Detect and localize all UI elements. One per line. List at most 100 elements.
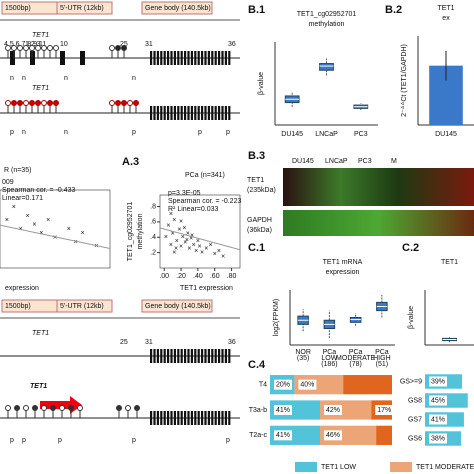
cpg — [116, 405, 122, 411]
exon — [163, 106, 166, 120]
exon — [190, 411, 193, 425]
point: × — [189, 236, 193, 243]
y-tick-label: .2 — [150, 249, 156, 256]
y-tick-label: .4 — [150, 234, 156, 241]
exon — [173, 51, 176, 65]
point: × — [177, 226, 181, 233]
y-axis-label: TET1_cg02952701 — [127, 202, 134, 262]
exon — [221, 349, 224, 363]
bar-segment — [343, 375, 392, 395]
stat-label: 009 — [2, 179, 14, 186]
point: × — [194, 248, 198, 255]
y-tick-label: GS7 — [408, 416, 422, 423]
point: × — [179, 219, 183, 226]
status-label: p — [132, 129, 136, 136]
point: × — [185, 237, 189, 244]
panel-label: C.1 — [248, 242, 265, 254]
cpg — [127, 100, 133, 106]
point: × — [192, 242, 196, 249]
exon — [167, 51, 170, 65]
stat-label: Spearman cor. = -0.223 — [168, 198, 241, 205]
blot-row-label: GAPDH — [247, 217, 272, 224]
segment-label: 5'-UTR (12kb) — [60, 303, 104, 310]
exon — [201, 51, 204, 65]
segment-label: Gene body (140.5kb) — [145, 303, 211, 310]
point: × — [74, 239, 78, 246]
x-axis-label: TET1 expression — [180, 285, 233, 292]
label-bg — [429, 414, 447, 425]
data-label: 38% — [431, 435, 445, 442]
blot-row-label: TET1 — [247, 177, 264, 184]
status-label: p — [58, 437, 62, 444]
cpg — [11, 100, 17, 106]
cpg — [35, 45, 41, 51]
exon — [211, 349, 214, 363]
point: × — [172, 217, 176, 224]
exon — [150, 51, 153, 65]
y-axis-label: log2(FPKM) — [273, 299, 280, 336]
x-tick-label: DU145 — [281, 131, 303, 138]
point: × — [198, 243, 202, 250]
point: × — [213, 251, 217, 258]
point: × — [80, 230, 84, 237]
exon — [214, 411, 217, 425]
chart-title: R (n=35) — [4, 167, 31, 174]
exon — [214, 349, 217, 363]
exon — [173, 106, 176, 120]
exon — [197, 51, 200, 65]
point: × — [175, 238, 179, 245]
chart-title: expression — [326, 269, 360, 276]
label-bg — [274, 430, 292, 441]
exon — [160, 51, 163, 65]
exon — [163, 411, 166, 425]
status-label: n — [64, 129, 68, 136]
cpg — [5, 45, 11, 51]
cpg — [53, 100, 59, 106]
point: × — [94, 243, 98, 250]
cpg — [115, 100, 121, 106]
exon — [201, 106, 204, 120]
point: × — [183, 239, 187, 246]
exon — [153, 349, 156, 363]
cpg — [23, 100, 29, 106]
point: × — [182, 225, 186, 232]
exon — [204, 51, 207, 65]
cpg — [41, 100, 47, 106]
gene-label: TET1 — [30, 383, 47, 390]
fit-line — [159, 227, 241, 251]
exon — [207, 411, 210, 425]
point: × — [32, 222, 36, 229]
exon-number: 25 — [120, 41, 128, 48]
legend-swatch — [390, 462, 412, 472]
plot-frame — [159, 194, 241, 269]
exon-number: 25 — [120, 339, 128, 346]
exon — [224, 51, 227, 65]
cpg — [29, 45, 35, 51]
stat-label: Spearman cor. = -0.433 — [2, 187, 75, 194]
label-bg — [429, 395, 447, 406]
exon — [60, 51, 65, 65]
exon — [214, 106, 217, 120]
lane-label: DU145 — [292, 158, 314, 165]
point: × — [174, 246, 178, 253]
status-label: n — [132, 75, 136, 82]
point: × — [166, 223, 170, 230]
x-tick-label: DU145 — [435, 131, 457, 138]
chart-title: PCa (n=341) — [185, 172, 225, 179]
gene-label: TET1 — [32, 32, 49, 39]
exon — [224, 349, 227, 363]
exon — [10, 51, 15, 65]
point: × — [217, 248, 221, 255]
y-tick-label: T2a-c — [249, 432, 267, 439]
chart-title: TET1_cg02952701 — [297, 11, 357, 18]
cpg — [23, 405, 29, 411]
exon-number: 4 5 6 7 8 9 11 — [4, 41, 46, 48]
x-tick-label: .60 — [210, 273, 220, 280]
label-bg — [298, 379, 317, 390]
cpg — [5, 100, 11, 106]
exon — [177, 106, 180, 120]
chart-title: ex — [442, 15, 450, 22]
panel-label: B.2 — [385, 4, 402, 16]
exon — [187, 51, 190, 65]
exon — [228, 411, 231, 425]
